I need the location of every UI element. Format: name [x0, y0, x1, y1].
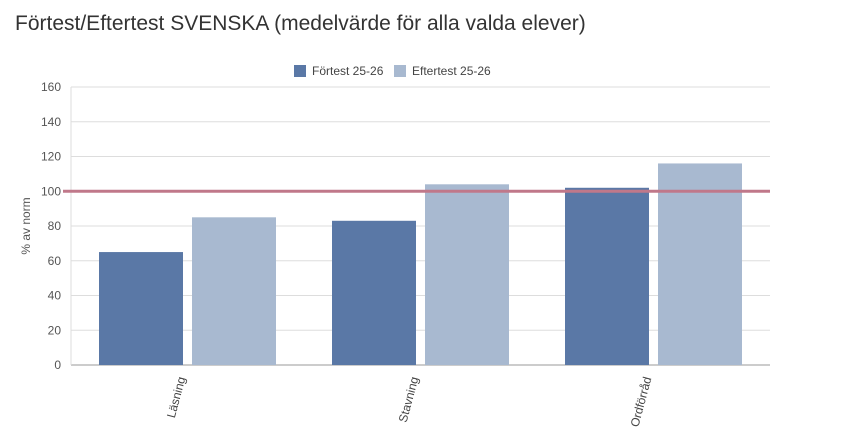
y-tick-label: 100 [41, 184, 61, 198]
bar [192, 217, 276, 365]
y-tick-label: 120 [41, 150, 61, 164]
bars [99, 163, 742, 365]
y-tick-label: 60 [48, 254, 62, 268]
legend: Förtest 25-26 Eftertest 25-26 [294, 64, 491, 78]
y-tick-label: 80 [48, 219, 62, 233]
bar [99, 252, 183, 365]
x-tick-label: Ordförråd [628, 375, 655, 428]
legend-swatch [394, 65, 406, 77]
bar [332, 220, 416, 365]
y-axis-ticks: 0 20 40 60 80 100 120 140 160 [41, 80, 61, 372]
bar [425, 184, 509, 365]
y-tick-label: 40 [48, 289, 62, 303]
y-axis-title: % av norm [19, 197, 33, 254]
x-axis-labels: Läsning Stavning Ordförråd [164, 375, 654, 428]
bar [658, 163, 742, 365]
gridlines [70, 86, 770, 366]
bar [565, 187, 649, 365]
legend-label: Förtest 25-26 [312, 64, 384, 78]
y-tick-label: 160 [41, 80, 61, 94]
legend-label: Eftertest 25-26 [412, 64, 491, 78]
x-tick-label: Läsning [164, 375, 188, 419]
x-tick-label: Stavning [396, 375, 422, 424]
y-tick-label: 20 [48, 323, 62, 337]
y-tick-label: 0 [54, 358, 61, 372]
y-tick-label: 140 [41, 115, 61, 129]
legend-swatch [294, 65, 306, 77]
chart-title: Förtest/Eftertest SVENSKA (medelvärde fö… [15, 12, 586, 35]
